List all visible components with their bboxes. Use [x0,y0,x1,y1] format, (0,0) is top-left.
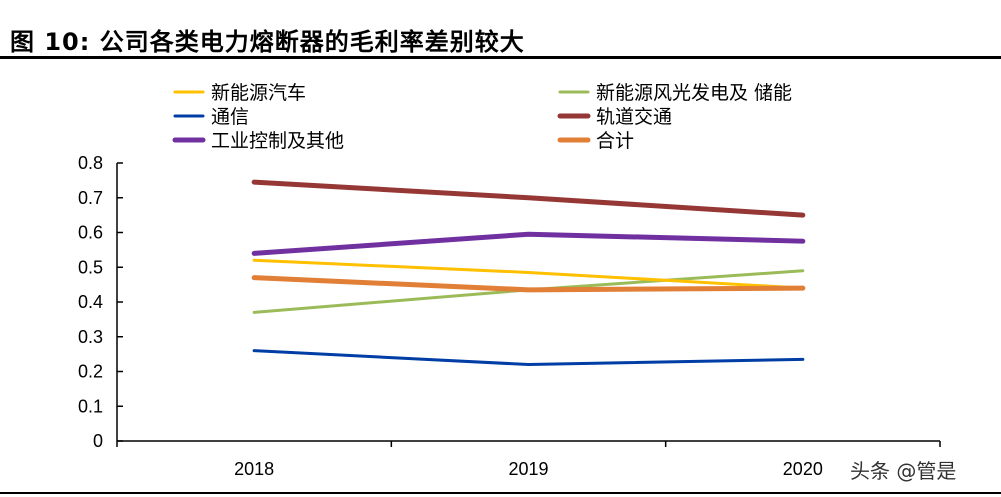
y-tick-label: 0.8 [78,153,103,173]
title-divider [0,56,1001,59]
legend-label: 新能源汽车 [211,82,306,104]
series-line [251,179,806,218]
y-tick-label: 0.4 [78,292,103,312]
series-line [251,231,806,256]
y-tick-label: 0.5 [78,257,103,277]
legend-label: 通信 [211,106,249,128]
watermark: 头条 @管是 [850,459,957,483]
y-tick-label: 0.6 [78,223,103,243]
x-tick-label: 2020 [783,459,823,479]
y-tick-label: 0.2 [78,362,103,382]
y-tick-label: 0.1 [78,396,103,416]
y-tick-label: 0 [93,431,103,451]
y-tick-label: 0.7 [78,188,103,208]
series-line [251,275,806,293]
bottom-divider [0,492,1001,494]
y-tick-label: 0.3 [78,327,103,347]
legend-label: 轨道交通 [596,106,672,128]
legend-label: 新能源风光发电及 储能 [596,82,792,104]
legend-label: 工业控制及其他 [211,130,344,152]
series-line [252,349,805,367]
legend-label: 合计 [596,130,634,152]
figure-title: 图 10: 公司各类电力熔断器的毛利率差别较大 [10,28,525,56]
x-tick-label: 2018 [234,459,274,479]
x-tick-label: 2019 [508,459,548,479]
series-line [252,258,805,290]
